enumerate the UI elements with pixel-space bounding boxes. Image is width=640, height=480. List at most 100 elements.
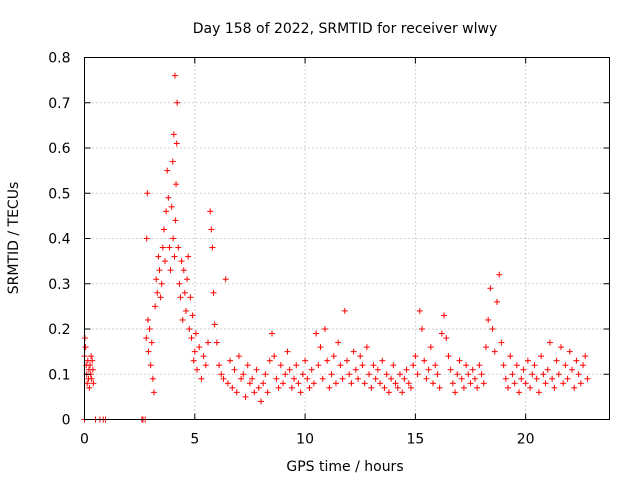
data-point	[478, 371, 485, 378]
y-tick-label: 0.5	[48, 186, 70, 202]
data-point	[165, 194, 172, 201]
data-point	[538, 353, 545, 360]
data-point	[171, 72, 178, 79]
data-point	[218, 371, 225, 378]
data-point	[205, 339, 212, 346]
data-point	[390, 362, 397, 369]
data-point	[186, 326, 193, 332]
data-point	[171, 253, 178, 260]
data-point	[295, 380, 302, 387]
data-point	[302, 357, 309, 364]
data-point	[255, 384, 262, 391]
data-point	[363, 344, 370, 351]
data-point	[238, 375, 245, 382]
data-point	[533, 375, 540, 382]
data-point	[557, 344, 564, 351]
data-point	[531, 362, 538, 369]
data-point	[177, 294, 184, 301]
data-point	[207, 208, 214, 215]
data-point	[348, 380, 355, 387]
data-point	[88, 375, 95, 382]
data-point	[427, 344, 434, 351]
data-point	[196, 344, 203, 351]
data-point	[313, 330, 320, 337]
data-point	[317, 344, 324, 351]
data-point	[246, 380, 253, 387]
data-point	[573, 357, 580, 364]
data-point	[447, 366, 454, 373]
data-point	[551, 384, 558, 391]
data-point	[569, 366, 575, 373]
data-point	[297, 389, 304, 396]
data-point	[145, 316, 152, 323]
data-point	[357, 353, 364, 360]
data-point	[143, 235, 150, 242]
data-point	[180, 267, 187, 274]
y-tick-label: 0.2	[48, 322, 70, 338]
data-point	[291, 375, 298, 382]
x-tick-label: 10	[296, 432, 314, 448]
x-tick-label: 15	[406, 432, 424, 448]
data-point	[286, 366, 293, 373]
data-point	[522, 380, 529, 387]
data-point	[249, 375, 256, 382]
data-point	[242, 393, 249, 400]
plot-frame	[84, 57, 610, 420]
data-point	[392, 380, 399, 387]
data-point	[456, 357, 463, 364]
data-point	[89, 366, 96, 373]
data-point	[159, 244, 166, 251]
data-point	[275, 384, 282, 391]
data-point	[403, 366, 410, 373]
data-point	[194, 366, 200, 373]
data-point	[90, 380, 97, 387]
data-point	[500, 362, 507, 369]
data-point	[280, 380, 287, 387]
data-point	[175, 244, 182, 251]
data-point	[213, 339, 220, 346]
x-tick-label: 5	[190, 432, 199, 448]
data-point	[494, 298, 500, 305]
data-point	[339, 375, 346, 382]
data-point	[269, 330, 275, 337]
data-point	[518, 375, 525, 382]
data-point	[480, 380, 487, 387]
data-point	[170, 235, 177, 242]
data-point	[372, 375, 379, 382]
data-point	[509, 371, 516, 378]
y-tick-label: 0.7	[48, 96, 70, 112]
data-point	[496, 271, 503, 278]
data-point	[467, 380, 474, 387]
data-point	[421, 357, 428, 364]
data-point	[438, 330, 445, 337]
data-point	[542, 380, 549, 387]
data-point	[182, 307, 189, 314]
data-point	[485, 316, 492, 323]
data-point	[407, 384, 414, 391]
data-point	[460, 384, 467, 391]
data-point	[144, 190, 151, 197]
data-point	[185, 253, 192, 260]
data-point	[162, 258, 169, 265]
data-point	[143, 335, 150, 342]
data-point	[507, 353, 514, 360]
data-point	[505, 384, 512, 391]
data-point	[170, 131, 177, 138]
data-point	[82, 344, 89, 351]
data-point	[575, 371, 582, 378]
data-point	[580, 362, 587, 369]
data-point	[535, 389, 542, 396]
data-point	[288, 384, 295, 391]
data-point	[529, 371, 536, 378]
data-point	[350, 348, 357, 355]
data-point	[200, 353, 207, 360]
data-point	[416, 307, 423, 314]
data-point	[337, 362, 344, 369]
data-point	[374, 366, 381, 373]
data-point	[560, 380, 567, 387]
data-point	[173, 140, 180, 147]
data-point	[544, 366, 551, 373]
data-point	[489, 326, 496, 332]
data-point	[158, 280, 165, 287]
